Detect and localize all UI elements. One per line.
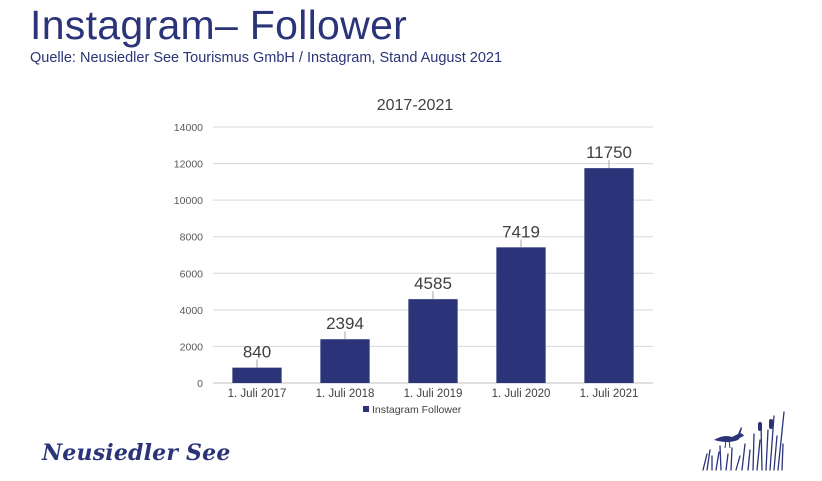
x-tick-label: 1. Juli 2019 (404, 388, 463, 400)
page-title: Instagram– Follower (30, 2, 408, 48)
y-tick-label: 2000 (180, 341, 204, 353)
bar (232, 367, 282, 383)
legend-swatch (363, 406, 369, 412)
x-tick-label: 1. Juli 2018 (316, 388, 375, 400)
data-label: 4585 (414, 274, 452, 293)
y-tick-label: 6000 (180, 268, 204, 280)
y-tick-label: 0 (197, 378, 203, 390)
bar (496, 247, 546, 383)
reed-bird-icon (702, 411, 785, 471)
x-tick-label: 1. Juli 2020 (492, 388, 551, 400)
label-layer: 1. Juli 2017 840 1. Juli 2018 2394 1. Juli 2… (228, 143, 639, 400)
bar (320, 339, 370, 383)
chart-title: 2017-2021 (377, 97, 454, 114)
y-tick-label: 8000 (180, 232, 204, 244)
data-label: 7419 (502, 222, 540, 241)
y-tick-label: 14000 (174, 122, 203, 134)
bar (584, 168, 634, 383)
legend-label: Instagram Follower (372, 404, 462, 416)
y-tick-label: 12000 (174, 159, 203, 171)
x-tick-label: 1. Juli 2017 (228, 388, 287, 400)
y-tick-label: 4000 (180, 305, 204, 317)
data-label: 11750 (586, 143, 632, 162)
bar-layer (232, 168, 634, 383)
page-subtitle: Quelle: Neusiedler See Tourismus GmbH / … (30, 50, 503, 66)
data-label: 840 (243, 343, 271, 362)
brand-logo: Neusiedler See (42, 440, 231, 466)
y-tick-label: 10000 (174, 195, 203, 207)
x-tick-label: 1. Juli 2021 (580, 388, 639, 400)
data-label: 2394 (326, 314, 364, 333)
bar (408, 299, 458, 383)
bar-chart: 2017-2021 0 2000 4000 6000 8000 10000 12000 140… (174, 97, 653, 416)
legend: Instagram Follower (363, 404, 462, 416)
